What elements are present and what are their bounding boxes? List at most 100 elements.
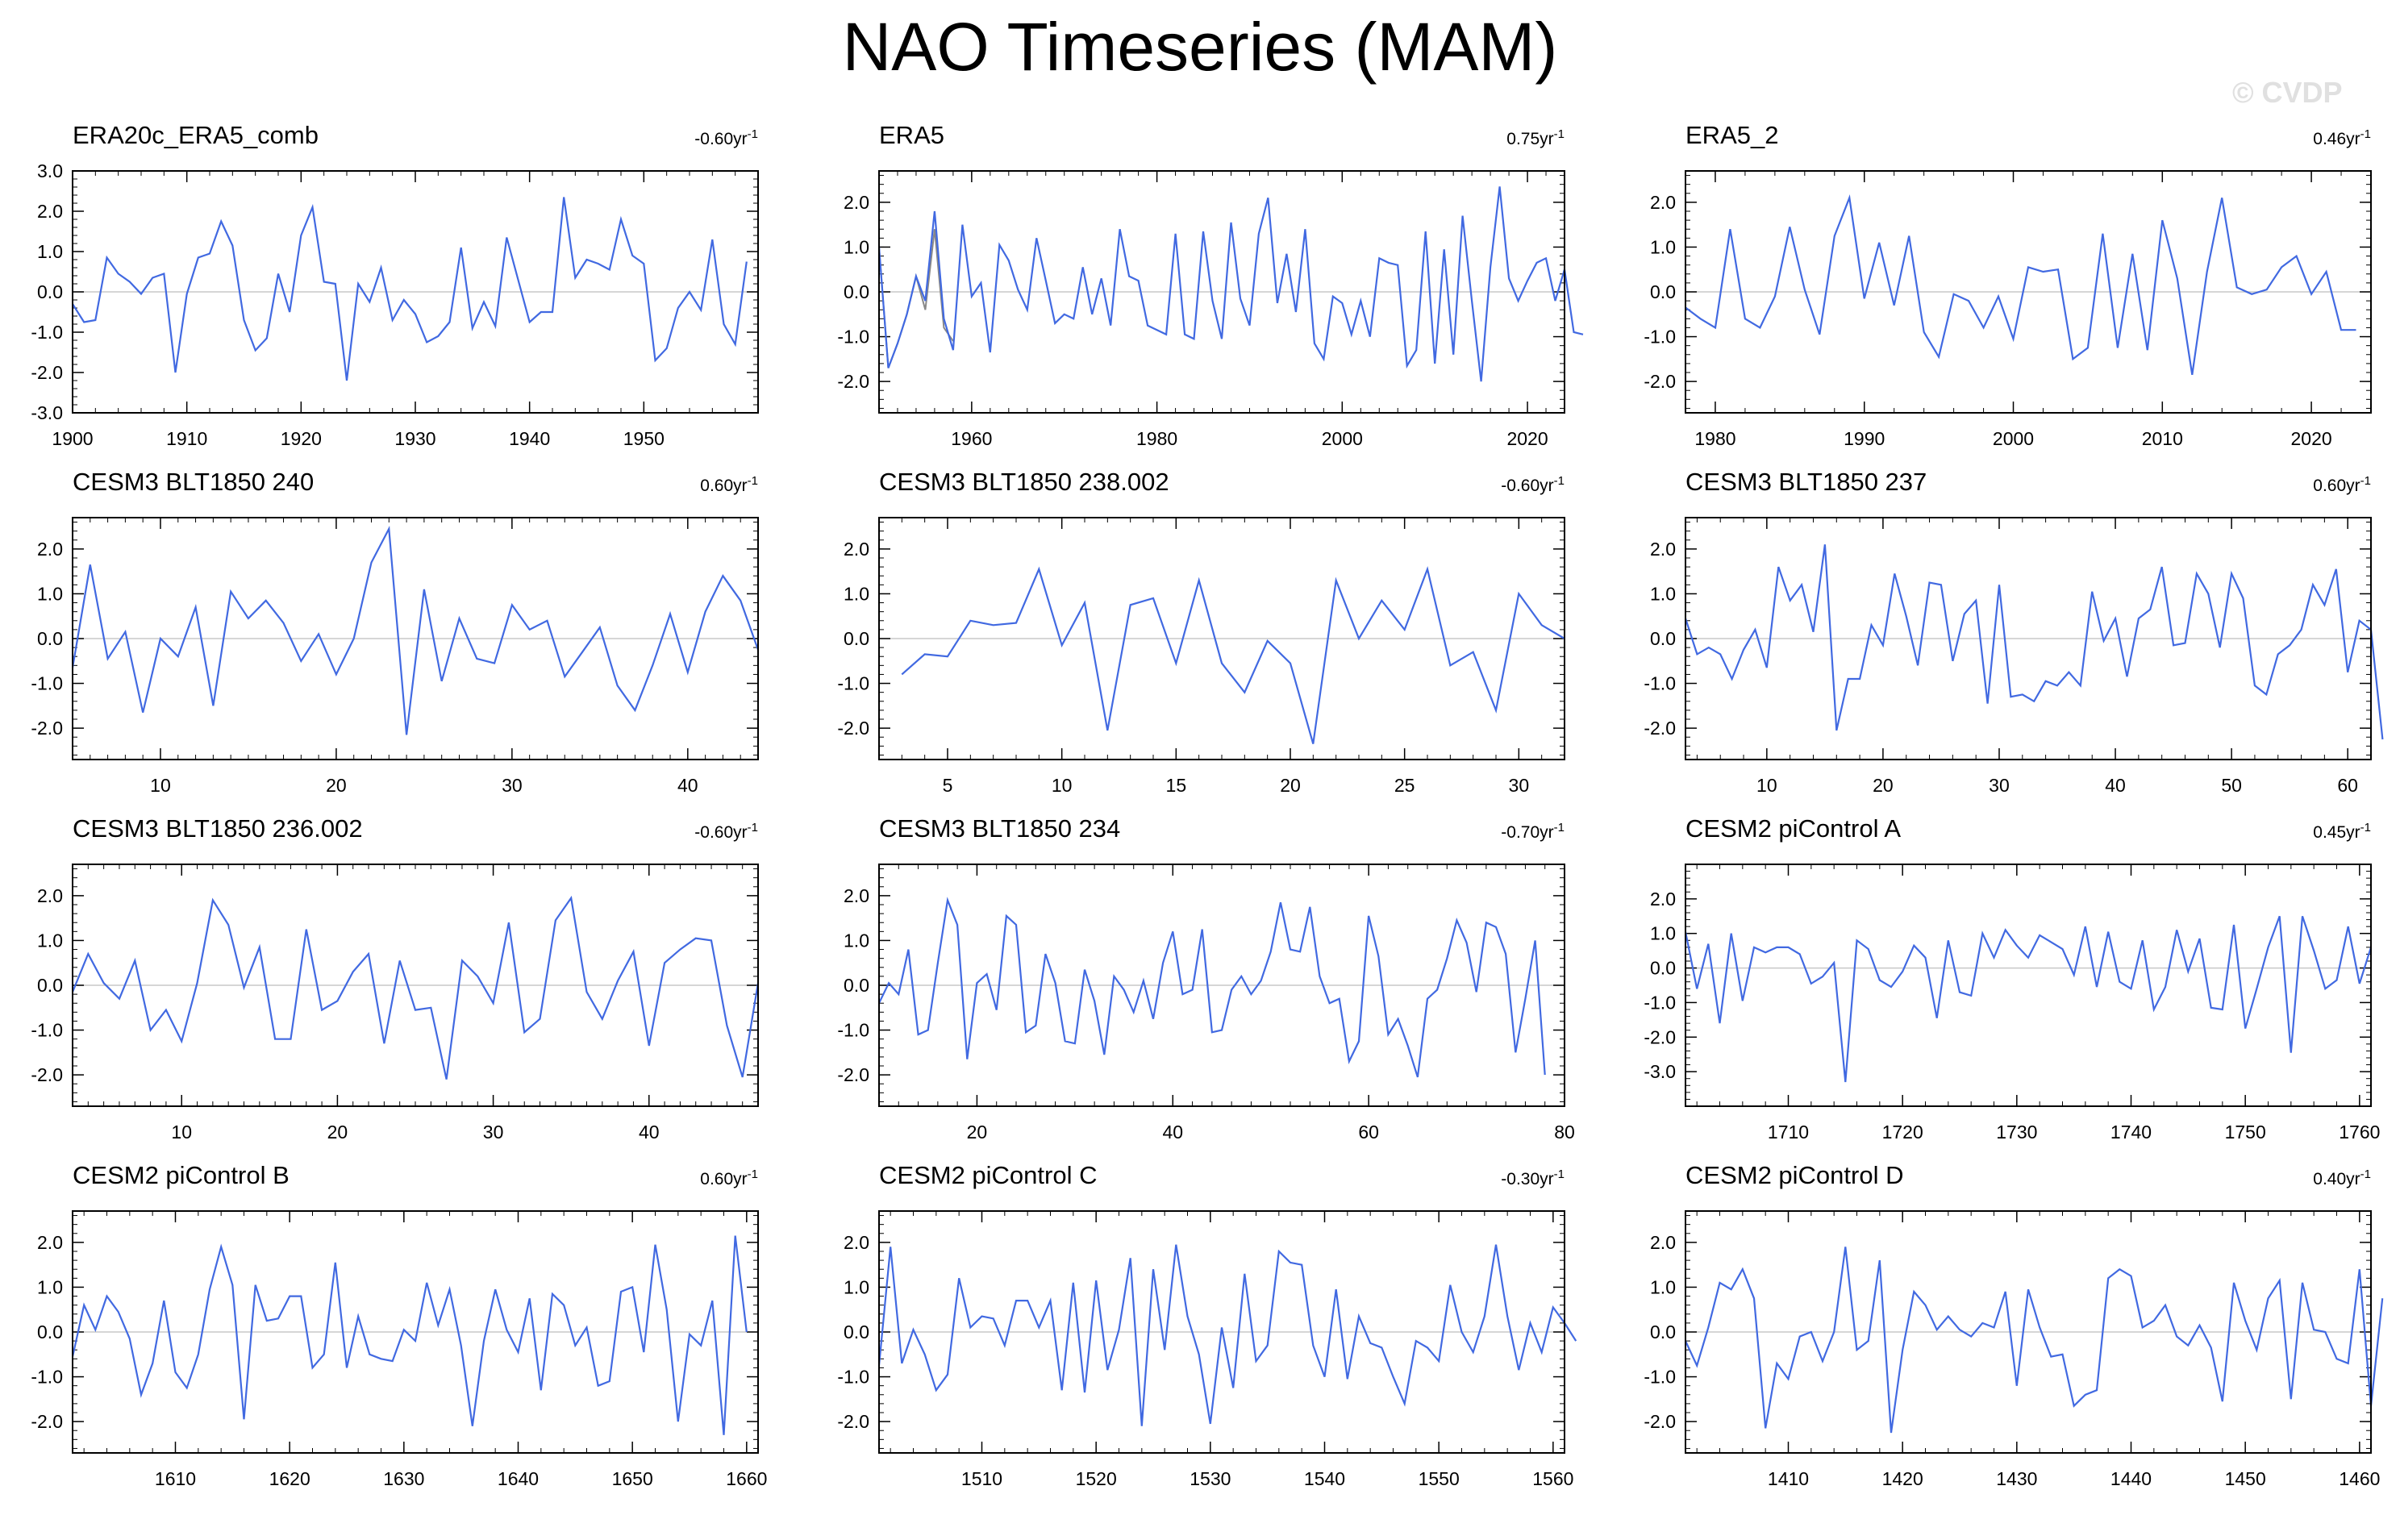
trend-value: 0.45yr — [2313, 823, 2360, 842]
x-tick-label: 1610 — [155, 1468, 196, 1489]
panel-title: CESM3 BLT1850 234 — [879, 814, 1121, 843]
nao-panel: CESM3 BLT1850 236.002 -0.60yr-1 -2.0 -1.0 0.… — [31, 814, 847, 1193]
x-tick-label: 1900 — [52, 428, 93, 449]
y-tick-label: 0.0 — [844, 281, 869, 302]
x-tick-label: 1720 — [1882, 1122, 1923, 1143]
panel-title: CESM2 piControl B — [73, 1161, 290, 1189]
plot-frame — [878, 170, 1565, 414]
plot-frame — [878, 517, 1565, 760]
x-tick-label: 1440 — [2110, 1468, 2152, 1489]
y-tick-label: 0.0 — [1650, 1321, 1676, 1342]
panel-chart: -3.0 -2.0 -1.0 0.0 1.0 2.0 1710 1720 1730 1740 175… — [1644, 864, 2380, 1143]
trend-exponent: -1 — [747, 474, 758, 488]
x-tick-label: 1540 — [1304, 1468, 1345, 1489]
trend-exponent: -1 — [2360, 821, 2371, 835]
x-tick-label: 1620 — [269, 1468, 310, 1489]
x-tick-label: 1990 — [1844, 428, 1885, 449]
plot-frame — [878, 1210, 1565, 1454]
nao-panel: ERA20c_ERA5_comb -0.60yr-1 -3.0 -2.0 -1.0 0.0… — [31, 121, 847, 500]
plot-frame — [1685, 864, 2372, 1107]
panel-title: CESM2 piControl C — [879, 1161, 1098, 1189]
nao-series-line — [1685, 194, 2356, 375]
y-tick-label: -1.0 — [1644, 992, 1676, 1013]
nao-panel: CESM3 BLT1850 240 0.60yr-1 -2.0 -1.0 0.0 1.0 2… — [31, 468, 847, 847]
nao-series-line — [878, 897, 1546, 1078]
trend-label: -0.70yr-1 — [1501, 821, 1565, 843]
cvdp-watermark: © CVDP — [2232, 76, 2343, 109]
trend-label: -0.60yr-1 — [694, 821, 758, 843]
x-tick-label: 1940 — [509, 428, 550, 449]
y-tick-label: 0.0 — [37, 628, 63, 649]
plot-frame — [72, 170, 759, 414]
x-tick-label: 10 — [1052, 775, 1073, 796]
x-tick-label: 20 — [1280, 775, 1301, 796]
x-tick-label: 1660 — [726, 1468, 767, 1489]
trend-label: -0.60yr-1 — [1501, 474, 1565, 496]
y-tick-label: -1.0 — [837, 1367, 869, 1388]
y-tick-label: 0.0 — [844, 628, 869, 649]
y-tick-label: -2.0 — [1644, 1411, 1676, 1432]
x-tick-label: 20 — [1873, 775, 1894, 796]
y-tick-label: -3.0 — [31, 402, 63, 423]
trend-exponent: -1 — [2360, 1167, 2371, 1181]
trend-value: 0.60yr — [2313, 477, 2360, 495]
trend-label: -0.30yr-1 — [1501, 1167, 1565, 1189]
y-tick-label: 1.0 — [1650, 1276, 1676, 1297]
y-tick-label: 3.0 — [37, 160, 63, 181]
y-tick-label: 1.0 — [37, 930, 63, 951]
trend-exponent: -1 — [1553, 474, 1565, 488]
y-tick-label: 2.0 — [1650, 1232, 1676, 1253]
y-tick-label: 1.0 — [844, 1276, 869, 1297]
y-tick-label: 0.0 — [1650, 628, 1676, 649]
y-tick-label: -2.0 — [1644, 371, 1676, 392]
x-tick-label: 1930 — [394, 428, 435, 449]
trend-value: -0.60yr — [694, 130, 748, 148]
nao-panel: ERA5 0.75yr-1 -2.0 -1.0 0.0 1.0 2.0 1960 1980 200… — [837, 121, 1653, 500]
y-tick-label: 0.0 — [844, 1321, 869, 1342]
x-tick-label: 20 — [967, 1122, 988, 1143]
y-tick-label: 2.0 — [1650, 539, 1676, 560]
trend-value: 0.46yr — [2313, 130, 2360, 148]
nao-series-line — [1684, 915, 2373, 1083]
y-tick-label: -2.0 — [31, 1064, 63, 1085]
trend-value: -0.30yr — [1501, 1170, 1554, 1188]
trend-label: 0.46yr-1 — [2313, 127, 2371, 149]
panel-chart: -2.0 -1.0 0.0 1.0 2.0 10 20 30 40 — [31, 864, 760, 1143]
x-tick-label: 60 — [2337, 775, 2358, 796]
panel-title: CESM3 BLT1850 240 — [73, 468, 315, 496]
y-tick-label: 0.0 — [1650, 958, 1676, 979]
y-tick-label: 1.0 — [37, 1276, 63, 1297]
plot-frame — [72, 864, 759, 1107]
y-tick-label: 1.0 — [37, 241, 63, 262]
y-tick-label: 2.0 — [37, 885, 63, 906]
panel-title: CESM2 piControl A — [1685, 814, 1902, 843]
x-tick-label: 2020 — [1506, 428, 1548, 449]
trend-exponent: -1 — [1553, 821, 1565, 835]
x-tick-label: 2000 — [1993, 428, 2034, 449]
x-tick-label: 1760 — [2339, 1122, 2380, 1143]
x-tick-label: 1430 — [1996, 1468, 2037, 1489]
nao-panel: CESM3 BLT1850 237 0.60yr-1 -2.0 -1.0 0.0 1.0 2… — [1644, 468, 2400, 847]
y-tick-label: 2.0 — [37, 1232, 63, 1253]
x-tick-label: 1730 — [1996, 1122, 2037, 1143]
x-tick-label: 1980 — [1694, 428, 1735, 449]
trend-value: -0.70yr — [1501, 823, 1554, 842]
x-tick-label: 40 — [639, 1122, 660, 1143]
nao-series-line — [877, 186, 1584, 382]
trend-exponent: -1 — [2360, 127, 2371, 141]
x-tick-label: 1750 — [2225, 1122, 2266, 1143]
trend-exponent: -1 — [2360, 474, 2371, 488]
panel-chart: -2.0 -1.0 0.0 1.0 2.0 1510 1520 1530 1540 1550 156… — [837, 1210, 1577, 1489]
y-tick-label: -2.0 — [837, 1064, 869, 1085]
trend-exponent: -1 — [747, 821, 758, 835]
x-tick-label: 1910 — [166, 428, 207, 449]
x-tick-label: 1550 — [1419, 1468, 1460, 1489]
trend-exponent: -1 — [747, 127, 758, 141]
y-tick-label: -1.0 — [837, 1020, 869, 1041]
x-tick-label: 30 — [1989, 775, 2010, 796]
x-tick-label: 1950 — [623, 428, 665, 449]
x-tick-label: 5 — [943, 775, 953, 796]
y-tick-label: -2.0 — [31, 1411, 63, 1432]
x-tick-label: 1530 — [1190, 1468, 1231, 1489]
y-tick-label: -1.0 — [31, 1020, 63, 1041]
